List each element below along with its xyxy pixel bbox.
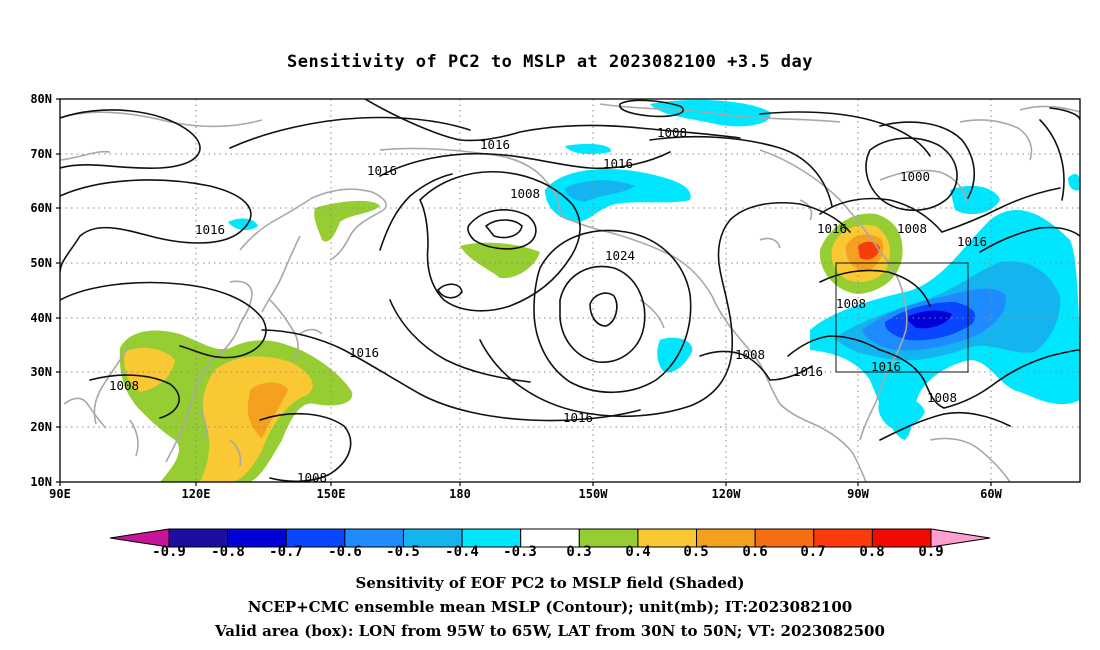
contour-label: 1008 <box>897 221 927 236</box>
contour-label: 1008 <box>735 347 765 362</box>
footer-captions: Sensitivity of EOF PC2 to MSLP field (Sh… <box>214 574 885 640</box>
colorbar-label: -0.3 <box>503 544 537 560</box>
colorbar-label: 0.3 <box>566 544 591 560</box>
shade-negative-atlantic-deep <box>905 310 952 329</box>
mslp-contours <box>60 99 1080 482</box>
contour-label: 1016 <box>871 359 901 374</box>
shade-positive-canada-red <box>858 241 880 260</box>
colorbar-label: -0.4 <box>445 544 479 560</box>
colorbar-cells <box>168 528 932 548</box>
lon-label: 120E <box>182 487 211 501</box>
colorbar-label: 0.6 <box>742 544 767 560</box>
contour-label-layer: 1016 1008 1016 1016 1008 1016 1024 1016 … <box>109 125 987 485</box>
lon-label: 180 <box>449 487 471 501</box>
colorbar-label: 0.8 <box>859 544 884 560</box>
colorbar-label: -0.8 <box>211 544 245 560</box>
colorbar-label: 0.5 <box>683 544 708 560</box>
colorbar-high-arrow <box>930 528 991 548</box>
lat-label: 30N <box>30 365 52 379</box>
shade-negative-far-east <box>1068 174 1080 191</box>
contour-label: 1008 <box>657 125 687 140</box>
contour-label: 1016 <box>563 410 593 425</box>
lat-label: 10N <box>30 475 52 489</box>
valid-area-box <box>835 262 969 373</box>
contour-label: 1016 <box>349 345 379 360</box>
contour-label: 1000 <box>900 169 930 184</box>
shade-negative-greenland <box>950 185 1000 215</box>
tick-marks <box>56 98 992 486</box>
contour-label: 1016 <box>817 221 847 236</box>
contour-label: 1008 <box>927 390 957 405</box>
shade-negative-mexico <box>657 337 693 373</box>
contour-label: 1024 <box>605 248 635 263</box>
contour-label: 1016 <box>957 234 987 249</box>
colorbar-labels: -0.9 -0.8 -0.7 -0.6 -0.5 -0.4 -0.3 0.3 0… <box>152 544 944 560</box>
shade-negative-alaska <box>545 169 691 222</box>
colorbar-label: -0.5 <box>386 544 420 560</box>
shade-negative-arctic-2 <box>565 143 611 154</box>
lat-label: 40N <box>30 311 52 325</box>
colorbar-label: -0.7 <box>269 544 303 560</box>
contour-label: 1016 <box>793 364 823 379</box>
latitude-labels: 80N 70N 60N 50N 40N 30N 20N 10N <box>30 92 52 489</box>
shade-positive-china-orange <box>247 382 288 438</box>
contour-label: 1016 <box>480 137 510 152</box>
colorbar: -0.9 -0.8 -0.7 -0.6 -0.5 -0.4 -0.3 0.3 0… <box>109 528 991 560</box>
lat-label: 20N <box>30 420 52 434</box>
lon-label: 90E <box>49 487 71 501</box>
colorbar-low-arrow <box>109 528 170 548</box>
lat-label: 50N <box>30 256 52 270</box>
lon-label: 90W <box>847 487 869 501</box>
shade-negative-caribbean <box>878 396 925 430</box>
colorbar-label: 0.4 <box>625 544 650 560</box>
coastlines <box>60 103 1080 482</box>
lat-label: 80N <box>30 92 52 106</box>
lon-label: 150W <box>579 487 609 501</box>
caption-contour: NCEP+CMC ensemble mean MSLP (Contour); u… <box>248 598 853 616</box>
contour-label: 1016 <box>367 163 397 178</box>
caption-valid-area: Valid area (box): LON from 95W to 65W, L… <box>214 622 885 640</box>
contour-label: 1016 <box>603 156 633 171</box>
lat-label: 70N <box>30 147 52 161</box>
colorbar-label: 0.7 <box>800 544 825 560</box>
lat-label: 60N <box>30 201 52 215</box>
colorbar-label: -0.6 <box>328 544 362 560</box>
shade-positive-pacific <box>460 242 540 279</box>
contour-label: 1008 <box>836 296 866 311</box>
contour-label: 1008 <box>297 470 327 485</box>
colorbar-label: 0.9 <box>918 544 943 560</box>
lon-label: 150E <box>317 487 346 501</box>
shade-negative-okhotsk <box>228 218 258 231</box>
map-panel: 1016 1008 1016 1016 1008 1016 1024 1016 … <box>30 92 1081 501</box>
map-frame <box>59 98 1081 483</box>
longitude-labels: 90E 120E 150E 180 150W 120W 90W 60W <box>49 487 1002 501</box>
contour-label: 1008 <box>109 378 139 393</box>
contour-label: 1008 <box>510 186 540 201</box>
caption-shaded: Sensitivity of EOF PC2 to MSLP field (Sh… <box>356 574 745 592</box>
shade-negative-alaska-core <box>565 180 635 202</box>
lon-label: 60W <box>980 487 1002 501</box>
lon-label: 120W <box>712 487 742 501</box>
contour-label: 1016 <box>195 222 225 237</box>
colorbar-label: -0.9 <box>152 544 186 560</box>
figure-title: Sensitivity of PC2 to MSLP at 2023082100… <box>287 52 813 72</box>
